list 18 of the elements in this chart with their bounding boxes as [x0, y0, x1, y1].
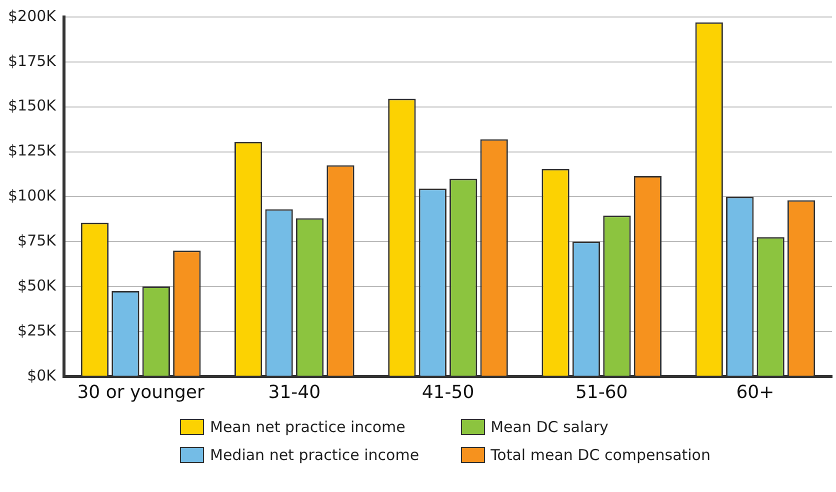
- y-tick-label: $0K: [27, 366, 58, 384]
- legend-label: Total mean DC compensation: [490, 446, 710, 464]
- y-tick-label: $125K: [8, 142, 58, 160]
- y-tick-label: $75K: [18, 232, 58, 250]
- x-tick-label: 51-60: [575, 382, 628, 403]
- y-tick-label: $150K: [8, 96, 58, 115]
- y-tick-label: $100K: [8, 186, 58, 205]
- y-tick-label: $200K: [8, 6, 58, 25]
- x-tick-label: 30 or younger: [77, 382, 205, 403]
- y-tick-label: $50K: [18, 276, 58, 294]
- x-tick-label: 31-40: [268, 382, 321, 403]
- legend-label: Mean net practice income: [210, 418, 406, 436]
- legend-label: Median net practice income: [210, 446, 420, 464]
- y-tick-label: $175K: [8, 52, 58, 70]
- y-tick-label: $25K: [18, 321, 58, 340]
- x-tick-label: 41-50: [422, 382, 474, 403]
- x-tick-label: 60+: [736, 382, 774, 403]
- legend-label: Mean DC salary: [490, 418, 608, 436]
